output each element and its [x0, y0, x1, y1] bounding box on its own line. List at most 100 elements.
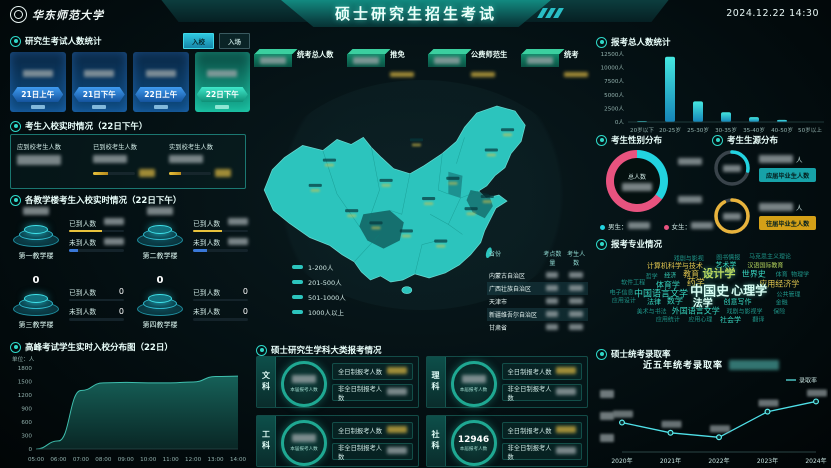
row-label: 全日制报考人数 — [507, 369, 552, 376]
redacted-value — [569, 310, 584, 317]
building-stat-row: 未到人数 0 — [193, 306, 248, 317]
stat-label: 未到人数 — [193, 308, 221, 316]
source-button[interactable]: 应届毕业生人数 — [759, 168, 817, 182]
redacted-value — [563, 72, 588, 77]
redacted-value — [569, 271, 584, 278]
legend-dot-icon — [663, 224, 669, 230]
building-visual: 第一教学楼 — [10, 206, 62, 266]
province-name: 甘肃省 — [489, 325, 508, 332]
redacted-value — [433, 57, 460, 64]
stat-chip-label: 推免 — [390, 50, 405, 59]
session-pedestal — [153, 105, 168, 109]
discipline-row: 非全日制报考人数 — [501, 384, 582, 402]
svg-text:300: 300 — [21, 434, 32, 440]
building-stats: 已到人数 未到人数 — [69, 206, 124, 266]
stat-label: 未到人数 — [193, 239, 221, 247]
entry-stat-label: 实到校考生人数 — [169, 144, 214, 151]
redacted-session-count — [207, 62, 238, 81]
unit-label: 人 — [796, 204, 803, 212]
block-front-face — [427, 54, 466, 67]
discipline-row: 全日制报考人数 — [501, 422, 582, 439]
stat-block-3d-icon — [347, 49, 391, 67]
table-header: 省份 考点数量 考生人数 — [487, 247, 588, 269]
svg-text:13:00: 13:00 — [207, 457, 224, 463]
svg-text:2022年: 2022年 — [708, 457, 729, 465]
discipline-count: 12946 — [457, 434, 490, 445]
discipline-count — [292, 434, 316, 445]
progress-fill — [169, 171, 181, 175]
panel-gear-icon — [596, 348, 607, 360]
source-text: 人往届毕业生人数 — [759, 202, 817, 230]
discipline-circle-label: 本届报考人数 — [290, 388, 318, 393]
session-cards: 21日上午 21日下午 22日上午 22日下午 — [10, 52, 250, 112]
session-label: 21日下午 — [73, 87, 125, 102]
stat-bar-fill — [193, 249, 208, 252]
stat-block-3d-icon — [254, 49, 298, 67]
building-stats: 已到人数 0 未到人数 0 — [193, 275, 248, 335]
stat-block-3d-icon — [427, 49, 472, 67]
block-top-face — [347, 49, 391, 54]
map-legend: 1-200人 201-500人 501-1000人 1000人以上 — [292, 262, 346, 317]
panel-title-exam-count: 研究生考试人数统计 入校 入场 — [10, 33, 250, 49]
svg-text:50岁以上: 50岁以上 — [798, 126, 822, 134]
major-word: 心理学 — [731, 283, 768, 298]
gauge-ring-chart — [712, 148, 752, 188]
candidate-count — [564, 284, 588, 293]
redacted-value — [546, 297, 559, 304]
discipline-tab: 文科 — [257, 357, 276, 407]
legend-label: 女生： — [671, 223, 692, 231]
redacted-value — [207, 70, 238, 77]
redacted-value — [17, 155, 61, 165]
toggle-入校[interactable]: 入校 — [183, 33, 214, 49]
major-word: 设计学 — [702, 266, 736, 280]
svg-text:12:00: 12:00 — [185, 457, 202, 463]
discipline-item: 理科 本届报考人数 全日制报考人数 非全日制报考人数 — [425, 356, 588, 408]
stat-bar — [69, 318, 124, 321]
table-header-cell: 考点数量 — [543, 251, 562, 267]
china-map[interactable] — [250, 88, 590, 300]
row-value — [556, 447, 576, 456]
redacted-value — [678, 158, 702, 165]
stat-value: 0 — [118, 306, 124, 316]
table-row: 广西壮族自治区 — [487, 282, 588, 295]
redacted-value — [145, 70, 176, 77]
redacted-value — [147, 207, 173, 215]
stat-bar — [193, 318, 248, 321]
toggle-入场[interactable]: 入场 — [219, 33, 250, 49]
major-word: 社会学 — [720, 316, 742, 325]
svg-text:0: 0 — [28, 447, 32, 453]
source-button[interactable]: 往届毕业生人数 — [759, 216, 817, 230]
block-front-face — [520, 54, 559, 67]
stat-bar-fill — [69, 249, 78, 252]
redacted-value — [228, 237, 248, 245]
gender-donut-chart — [606, 150, 668, 212]
discipline-circle-label: 本届报考人数 — [459, 388, 488, 393]
major-word: 法律 — [647, 298, 661, 307]
stat-value: 0 — [242, 287, 248, 296]
major-word: 公共管理 — [776, 291, 801, 299]
stat-chip: 公费师范生 — [427, 47, 507, 81]
discipline-row: 非全日制报考人数 — [332, 384, 413, 402]
map-legend-item: 501-1000人 — [292, 292, 346, 302]
stat-bar-fill — [69, 229, 102, 232]
header: 华东师范大学 硕士研究生招生考试 2024.12.22 14:30 — [0, 0, 831, 30]
building-item: 0 第四教学楼 已到人数 0 未到人数 0 — [134, 275, 248, 335]
major-word: 图书情报 — [716, 254, 741, 262]
gauge-ring-chart — [712, 196, 752, 236]
trend-subtitle: 近五年统考录取率 — [596, 358, 826, 371]
stat-label: 未到人数 — [69, 308, 97, 316]
row-label: 非全日制报考人数 — [338, 444, 383, 461]
redacted-value — [723, 164, 741, 172]
svg-text:40-50岁: 40-50岁 — [771, 126, 793, 134]
major-word: 戏剧与影视 — [673, 255, 704, 263]
svg-text:2024年: 2024年 — [805, 457, 826, 465]
panel-title-gender: 考生性别分布 — [596, 134, 662, 146]
redacted-value — [569, 297, 584, 304]
gender-legend: 男生： 女生： — [600, 221, 713, 231]
svg-text:单位：人: 单位：人 — [12, 355, 35, 363]
svg-text:录取率: 录取率 — [799, 377, 817, 385]
stat-bar — [69, 249, 124, 252]
stat-value — [228, 237, 248, 247]
redacted-value — [526, 57, 553, 64]
site-count — [540, 310, 564, 319]
